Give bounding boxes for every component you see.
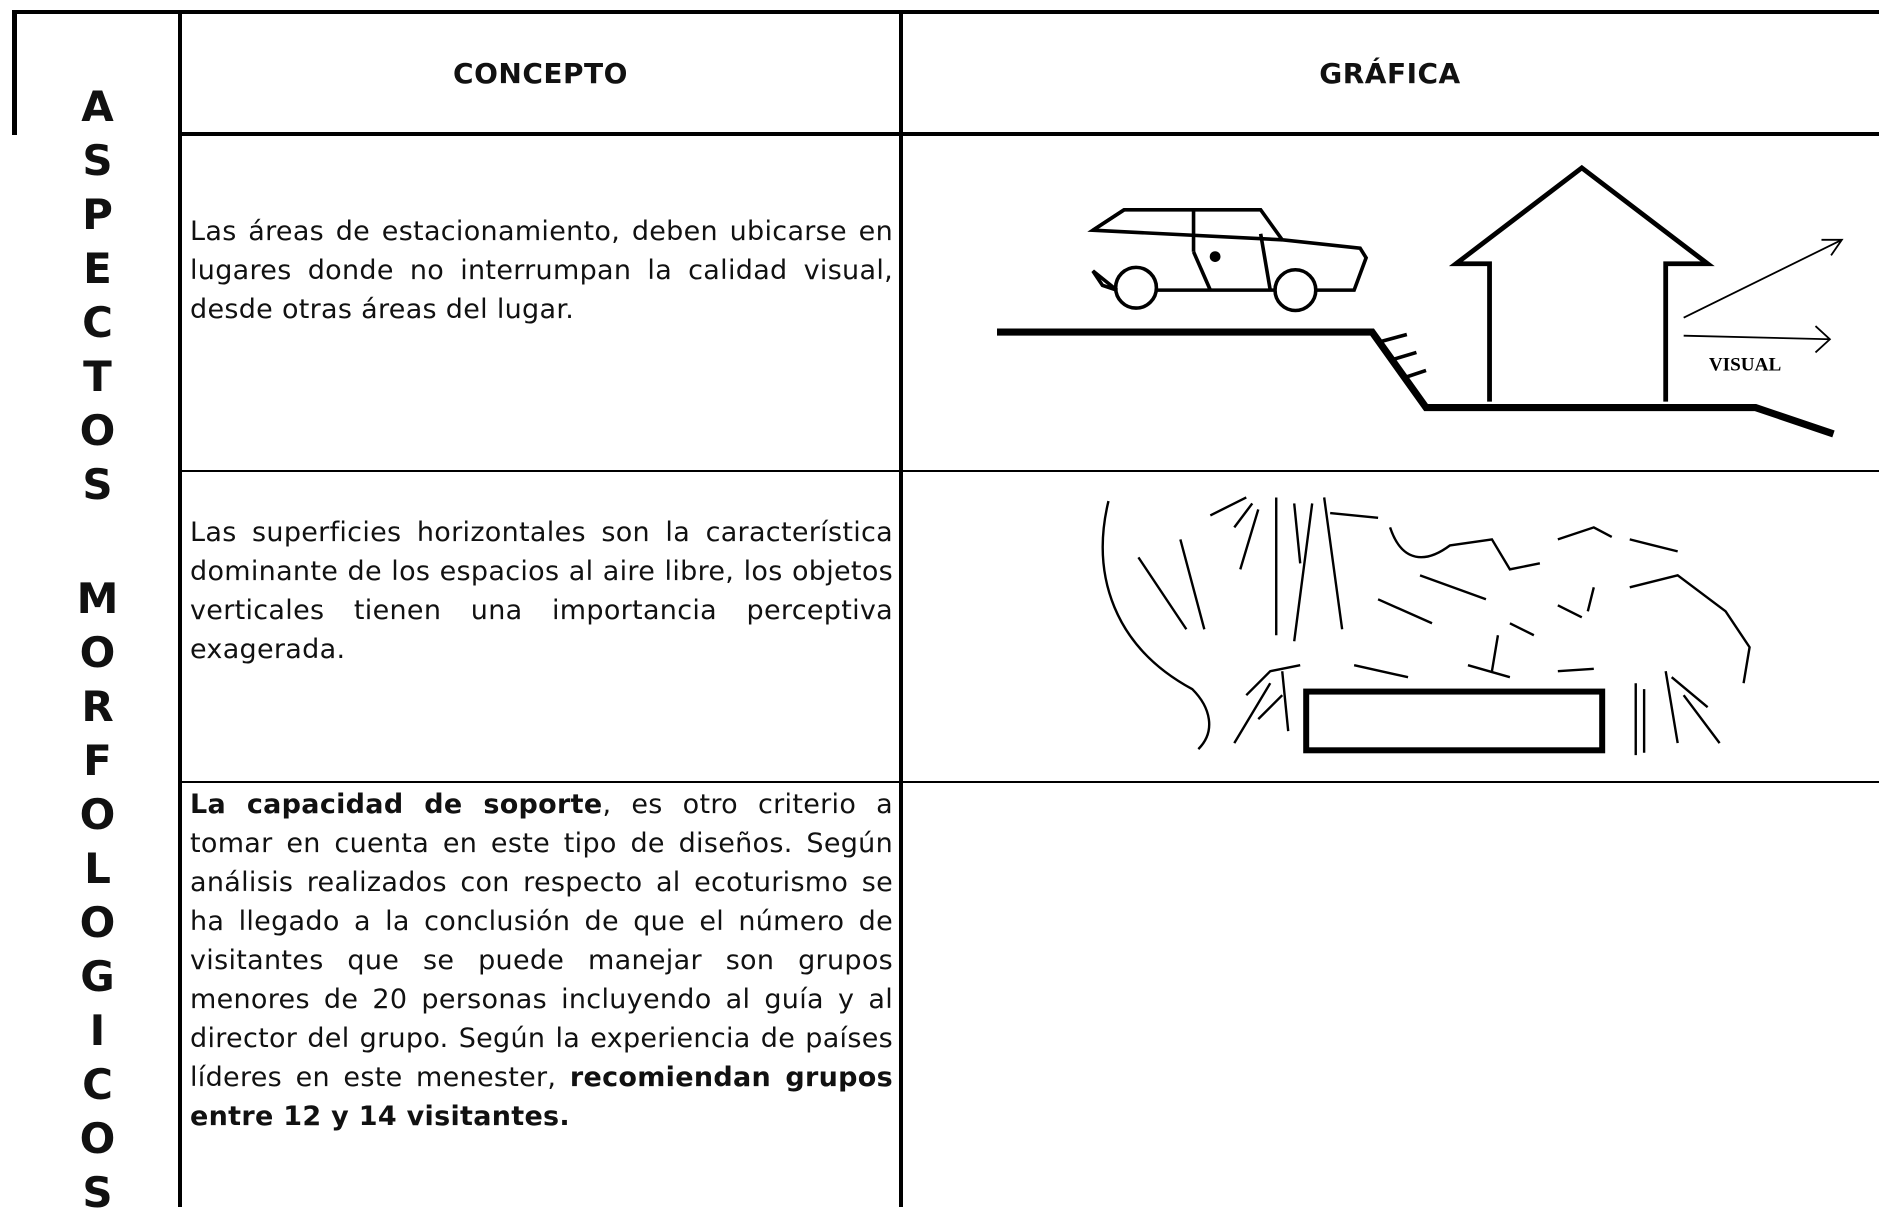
house xyxy=(1448,164,1715,402)
bold-text: recomiendan grupos entre 12 y 14 visitan… xyxy=(190,1062,893,1132)
concept-text: Las áreas de estacionamiento, deben ubic… xyxy=(180,212,901,329)
text: Las áreas de estacionamiento, deben ubic… xyxy=(190,216,893,325)
arrows xyxy=(1683,238,1844,354)
header-concept: CONCEPTO xyxy=(453,56,628,90)
bench xyxy=(1303,688,1606,754)
concept-text: Las superficies horizontales son la cara… xyxy=(180,513,901,669)
header-graphic: GRÁFICA xyxy=(1319,56,1461,90)
side-word: ASPECTOS xyxy=(73,82,122,514)
border xyxy=(12,10,17,135)
border xyxy=(899,10,903,1207)
text: , es otro criterio a tomar en cuenta en … xyxy=(190,789,893,1093)
bold-text: La capacidad de soporte xyxy=(190,789,603,820)
car xyxy=(1087,208,1369,313)
graphic-label: VISUAL xyxy=(1709,354,1781,375)
tree-sketch xyxy=(1101,496,1751,756)
concept-text: La capacidad de soporte, es otro criteri… xyxy=(180,785,901,1136)
border xyxy=(12,10,1879,14)
border xyxy=(178,132,1879,136)
text: Las superficies horizontales son la cara… xyxy=(190,517,893,665)
border xyxy=(178,10,182,1207)
ground xyxy=(997,328,1835,438)
border xyxy=(178,781,1879,783)
border xyxy=(178,470,1879,472)
side-word: MORFOLOGICOS xyxy=(73,574,122,1222)
side-label: ASPECTOS MORFOLOGICOS xyxy=(14,12,180,1222)
